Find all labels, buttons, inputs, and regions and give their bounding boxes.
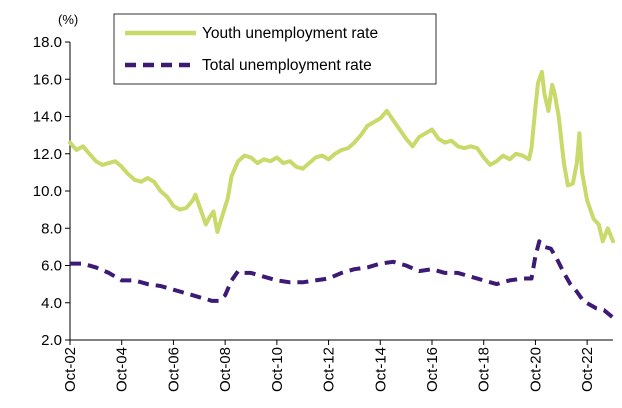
series-line-youth (68, 69, 615, 244)
y-tick-label: 8.0 (41, 220, 62, 237)
y-tick-label: 10.0 (33, 183, 62, 200)
x-tick-label: Oct-02 (62, 347, 79, 392)
legend: Youth unemployment rate Total unemployme… (113, 13, 437, 85)
x-tick-label: Oct-14 (372, 347, 389, 392)
series-line-total (70, 239, 615, 320)
x-tick-label: Oct-18 (476, 347, 493, 392)
y-tick-label: 2.0 (41, 332, 62, 349)
x-tick-label: Oct-04 (114, 347, 131, 392)
legend-label-total: Total unemployment rate (202, 57, 372, 74)
y-tick-label: 12.0 (33, 146, 62, 163)
y-axis: 2.0 4.0 6.0 8.0 10.0 12.0 14.0 16.0 18.0 (33, 34, 71, 349)
y-tick-label: 4.0 (41, 295, 62, 312)
x-tick-label: Oct-06 (165, 347, 182, 392)
legend-label-youth: Youth unemployment rate (202, 25, 378, 42)
y-tick-label: 6.0 (41, 258, 62, 275)
y-tick-label: 16.0 (33, 71, 62, 88)
x-tick-label: Oct-10 (269, 347, 286, 392)
y-tick-label: 18.0 (33, 34, 62, 51)
x-tick-label: Oct-12 (321, 347, 338, 392)
x-tick-label: Oct-08 (217, 347, 234, 392)
y-tick-label: 14.0 (33, 109, 62, 126)
unit-label: (%) (58, 12, 78, 27)
x-axis: Oct-02 Oct-04 Oct-06 Oct-08 Oct-10 Oct-12 Oct-… (62, 339, 613, 392)
x-tick-label: Oct-22 (579, 347, 596, 392)
x-tick-label: Oct-20 (527, 347, 544, 392)
x-tick-label: Oct-16 (424, 347, 441, 392)
plot-lines (68, 69, 615, 320)
legend-box (113, 13, 437, 85)
